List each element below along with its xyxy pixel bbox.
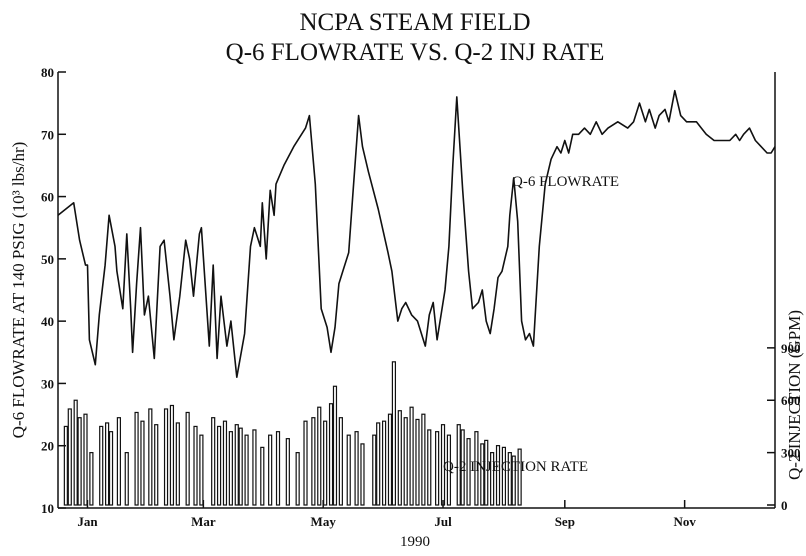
injection-bar xyxy=(134,411,139,506)
injection-bar xyxy=(317,406,322,506)
x-tick-label: Sep xyxy=(555,514,575,529)
annotation: Q-6 FLOWRATE xyxy=(512,174,619,190)
injection-bar xyxy=(268,434,273,506)
injection-bar xyxy=(252,429,257,506)
injection-bar xyxy=(73,399,78,506)
x-tick-label: Jul xyxy=(434,514,452,529)
injection-bar xyxy=(67,408,72,506)
injection-bar xyxy=(435,431,440,506)
injection-bar xyxy=(163,408,169,506)
injection-bar xyxy=(376,422,381,506)
y2-axis-label: Q-2 INJECTION (GPM) xyxy=(785,310,804,480)
injection-bar xyxy=(466,438,471,506)
injection-bar xyxy=(175,422,180,506)
y2-tick-label: 300 xyxy=(781,446,801,461)
injection-bar xyxy=(211,417,216,506)
injection-bar xyxy=(260,446,265,506)
y2-tick-label: 0 xyxy=(781,498,788,513)
injection-bar xyxy=(409,406,414,506)
y-tick-label: 30 xyxy=(41,376,54,391)
injection-bar xyxy=(124,452,129,506)
y-tick-label: 50 xyxy=(41,252,54,267)
injection-bar xyxy=(77,417,82,506)
injection-bar xyxy=(185,411,190,506)
injection-bar xyxy=(89,452,94,506)
y2-tick-label: 600 xyxy=(781,393,801,408)
injection-bar xyxy=(238,427,243,506)
injection-bar xyxy=(511,455,516,506)
injection-bar xyxy=(303,420,308,506)
x-axis-label: 1990 xyxy=(400,534,430,550)
y-tick-label: 10 xyxy=(41,501,54,516)
injection-bar xyxy=(108,431,114,506)
injection-bar xyxy=(456,424,461,506)
y-axis-label: Q-6 FLOWRATE AT 140 PSIG (10³ lbs/hr) xyxy=(9,142,28,439)
injection-bar xyxy=(446,434,452,506)
y-tick-label: 60 xyxy=(41,190,54,205)
injection-bar xyxy=(480,443,485,506)
injection-bar xyxy=(381,420,387,506)
injection-bar xyxy=(323,420,328,506)
x-tick-label: May xyxy=(311,514,337,529)
y-tick-label: 40 xyxy=(41,314,54,329)
y-tick-label: 70 xyxy=(41,127,54,142)
injection-bar xyxy=(387,413,393,506)
injection-bar xyxy=(328,403,334,506)
injection-bar xyxy=(311,417,316,506)
injection-bar xyxy=(116,417,121,506)
y-tick-label: 20 xyxy=(41,439,54,454)
chart-title: NCPA STEAM FIELD xyxy=(299,9,530,36)
injection-bar xyxy=(517,448,522,506)
x-tick-label: Jan xyxy=(77,514,98,529)
injection-bar xyxy=(154,424,159,506)
injection-bar xyxy=(427,429,432,506)
injection-bar xyxy=(140,420,145,506)
injection-bar xyxy=(222,420,228,506)
injection-bar xyxy=(332,385,338,506)
injection-bar xyxy=(421,413,426,506)
injection-bar xyxy=(484,439,489,506)
injection-bar xyxy=(360,443,365,506)
injection-bar xyxy=(391,361,397,506)
injection-bar xyxy=(495,445,501,506)
injection-bar xyxy=(216,425,222,506)
injection-bar xyxy=(83,413,88,506)
injection-bar xyxy=(346,434,351,506)
y2-tick-label: 900 xyxy=(781,341,801,356)
y-tick-label: 80 xyxy=(41,65,54,80)
injection-bar xyxy=(490,452,495,506)
injection-bar xyxy=(63,425,68,506)
injection-bar xyxy=(199,434,204,506)
injection-bar xyxy=(105,422,110,506)
injection-bar xyxy=(338,417,343,506)
injection-bar xyxy=(244,434,249,506)
injection-bar xyxy=(228,431,233,506)
injection-bar xyxy=(397,410,402,506)
injection-bar xyxy=(169,404,175,506)
injection-bar xyxy=(295,452,300,506)
injection-bar xyxy=(354,431,359,506)
injection-bar xyxy=(440,424,446,506)
injection-bar xyxy=(285,438,290,506)
injection-bar xyxy=(415,418,420,506)
injection-bar xyxy=(460,429,465,506)
injection-bar xyxy=(275,431,281,506)
injection-bar xyxy=(99,425,104,506)
x-tick-label: Nov xyxy=(673,514,696,529)
injection-bar xyxy=(474,431,479,506)
injection-bar xyxy=(234,424,239,506)
injection-bar xyxy=(372,434,377,506)
injection-bar xyxy=(193,425,198,506)
injection-bar xyxy=(403,417,408,506)
x-tick-label: Mar xyxy=(191,514,216,529)
injection-bar xyxy=(501,446,507,506)
injection-bar xyxy=(507,452,512,506)
injection-bar xyxy=(148,408,153,506)
chart-subtitle: Q-6 FLOWRATE VS. Q-2 INJ RATE xyxy=(226,39,605,66)
flow-line xyxy=(57,89,776,378)
